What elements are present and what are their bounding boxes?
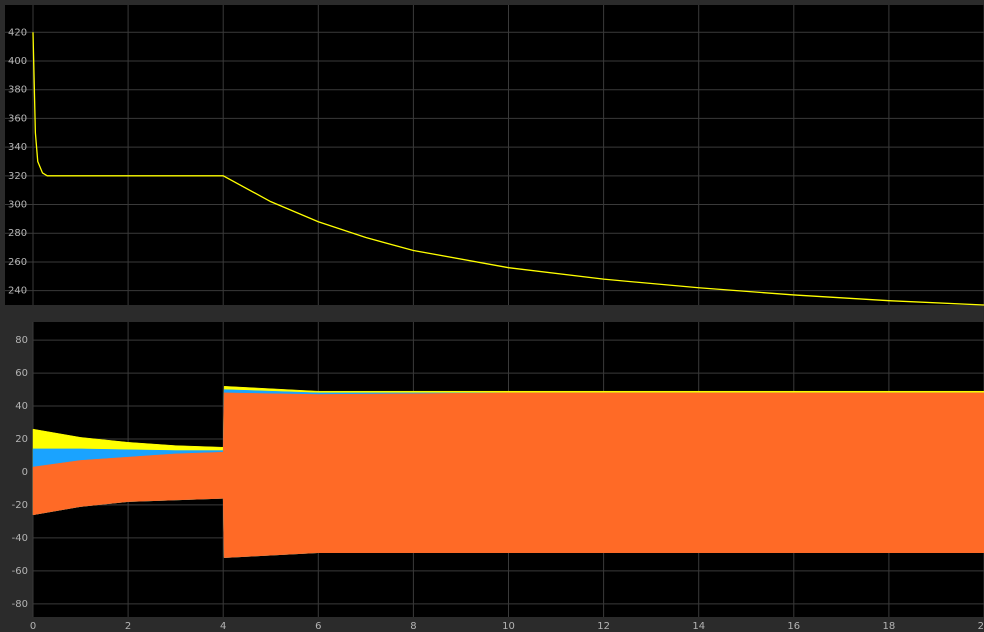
y-tick-label: -80: [12, 599, 28, 610]
y-tick-label: 360: [8, 113, 27, 124]
y-tick-label: -20: [12, 500, 28, 511]
y-tick-label: 20: [15, 434, 28, 445]
x-tick-label: 8: [410, 621, 416, 632]
x-tick-label: 18: [883, 621, 896, 632]
y-tick-label: 400: [8, 56, 27, 67]
y-tick-label: 240: [8, 286, 27, 297]
y-tick-label: 320: [8, 171, 27, 182]
x-tick-label: 2: [125, 621, 131, 632]
data-line: [32, 32, 984, 306]
signal-envelope: [32, 392, 984, 558]
y-tick-label: -40: [12, 533, 28, 544]
x-tick-label: 6: [315, 621, 321, 632]
y-tick-label: 60: [15, 368, 28, 379]
x-tick-label: 0: [30, 621, 36, 632]
x-tick-label: 12: [597, 621, 610, 632]
x-tick-label: 14: [692, 621, 705, 632]
y-tick-label: 280: [8, 228, 27, 239]
x-tick-label: 20: [978, 621, 984, 632]
y-tick-label: 300: [8, 200, 27, 211]
y-tick-label: -60: [12, 566, 28, 577]
y-tick-label: 0: [22, 467, 28, 478]
x-tick-label: 16: [787, 621, 800, 632]
y-tick-label: 420: [8, 27, 27, 38]
x-tick-label: 10: [502, 621, 515, 632]
y-tick-label: 340: [8, 142, 27, 153]
y-tick-label: 40: [15, 401, 28, 412]
plot-area: [5, 5, 984, 305]
y-tick-label: 260: [8, 257, 27, 268]
y-tick-label: 380: [8, 85, 27, 96]
y-tick-label: 80: [15, 335, 28, 346]
x-tick-label: 4: [220, 621, 226, 632]
